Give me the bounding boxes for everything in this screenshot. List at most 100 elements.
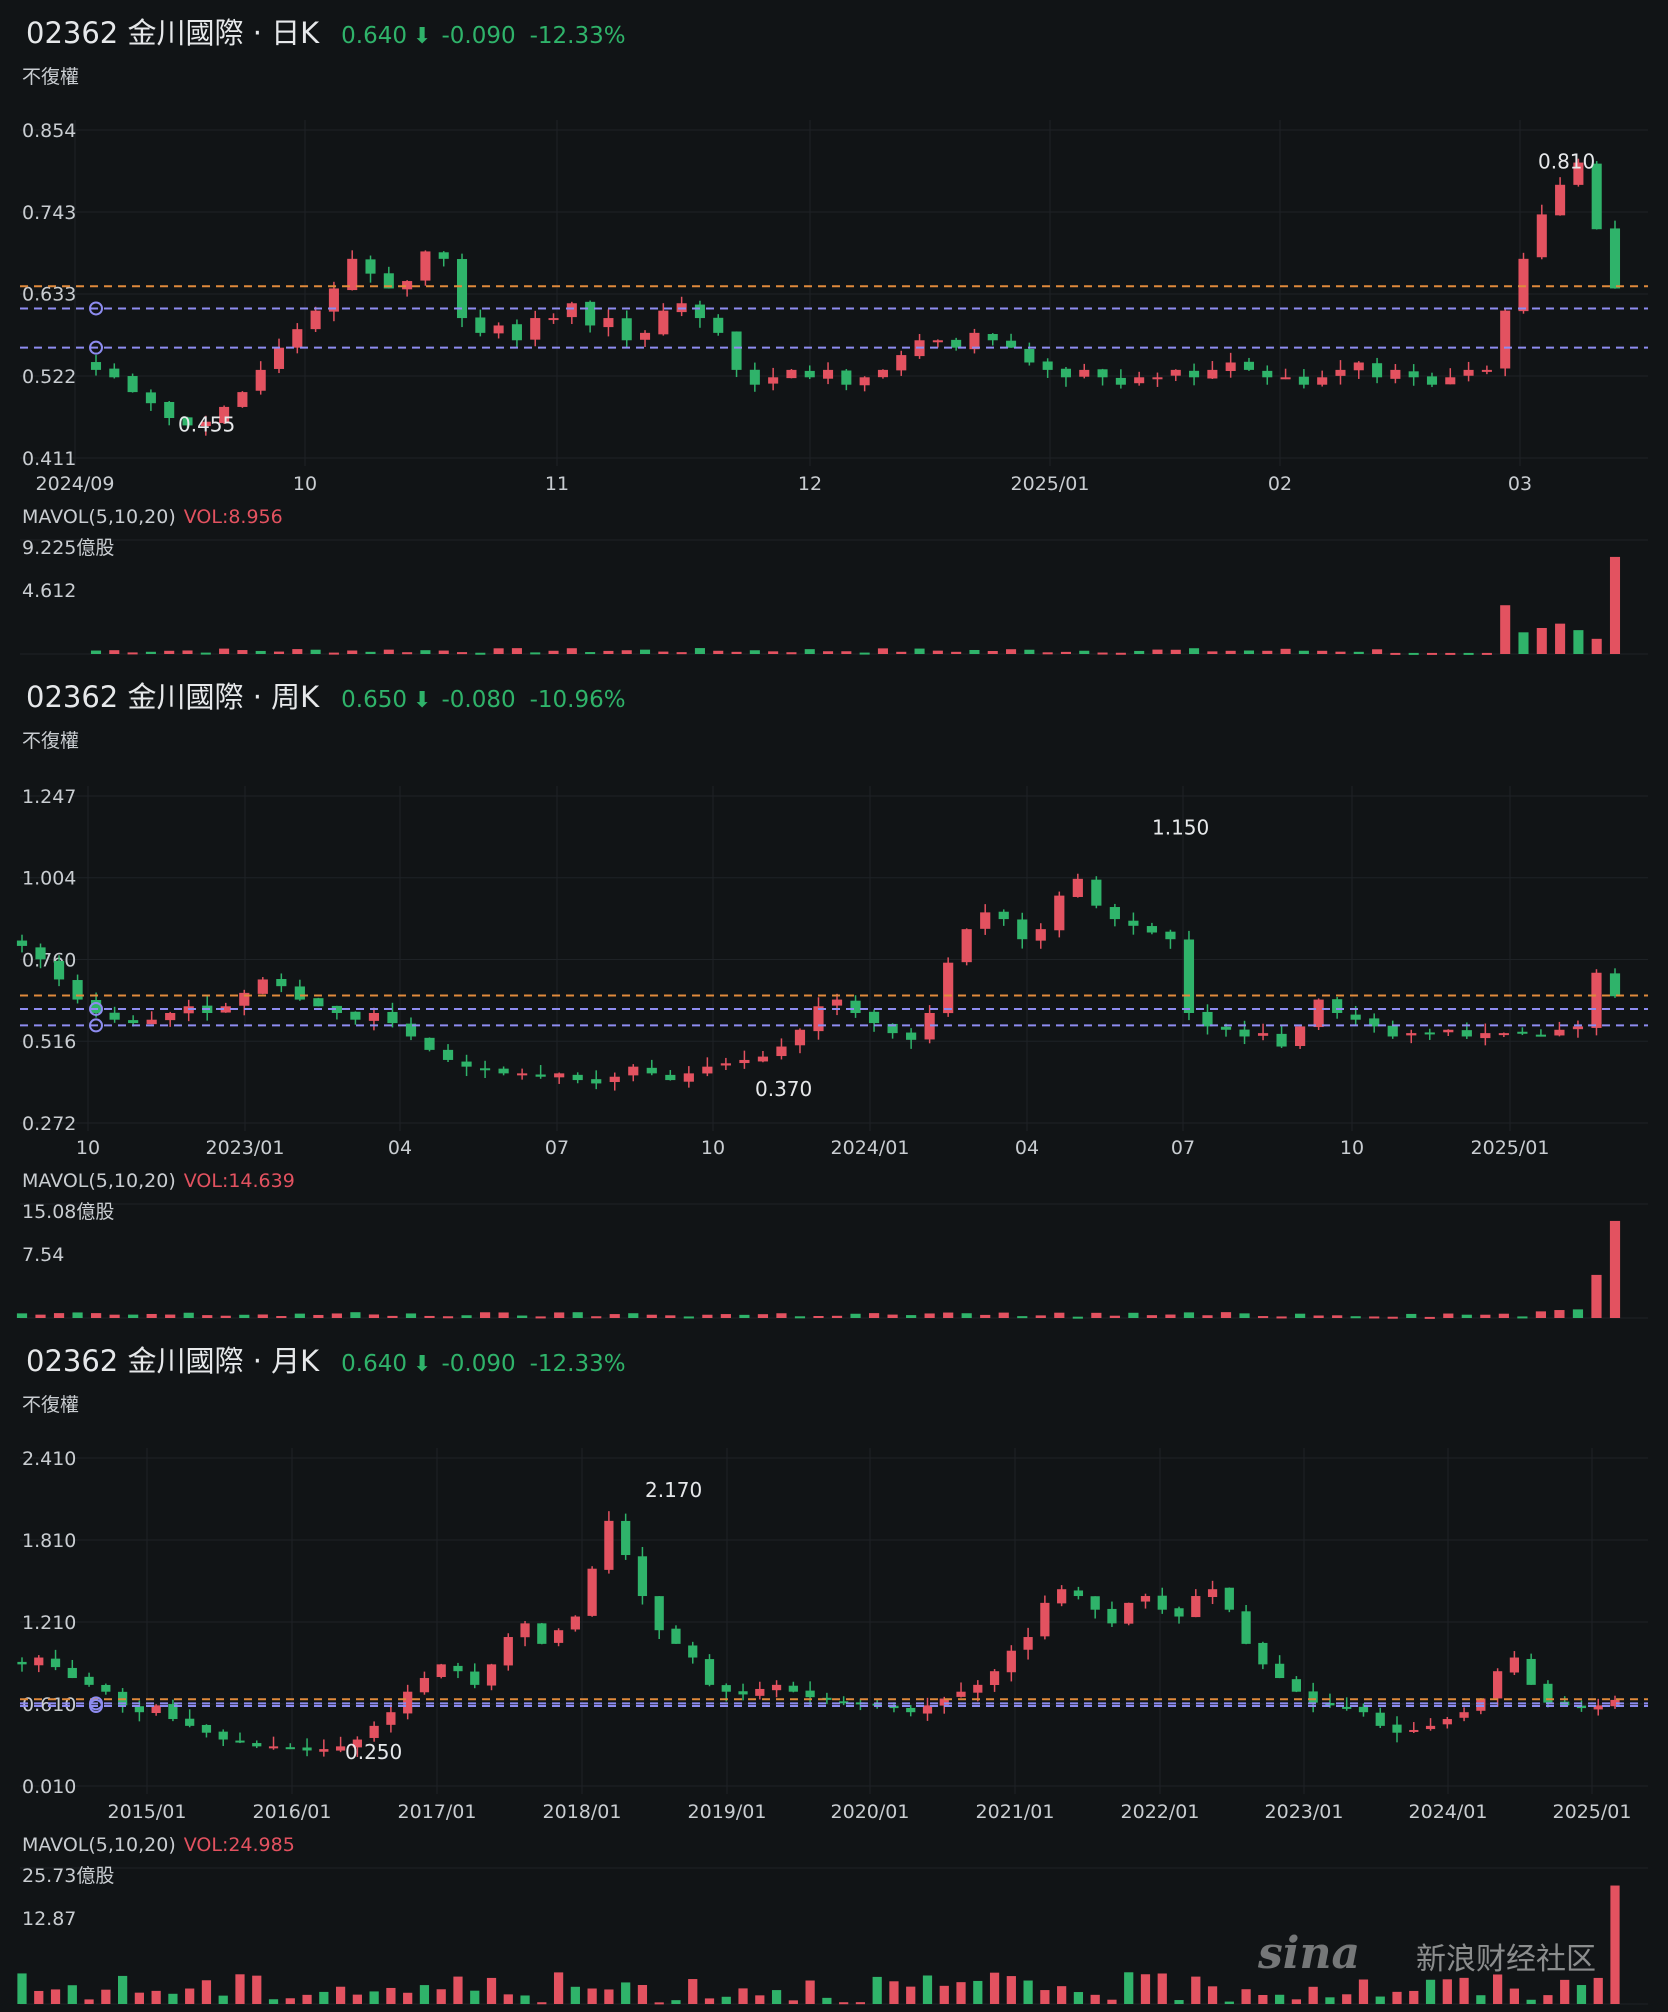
volume-bar	[932, 650, 943, 654]
chart-title: 02362 金川國際 · 周K	[26, 680, 320, 714]
candle-body	[219, 406, 230, 424]
volume-bar	[1317, 650, 1328, 654]
volume-bar	[219, 648, 230, 654]
candle-body	[436, 1664, 446, 1677]
down-arrow-icon: ⬇	[413, 688, 432, 713]
candle-body	[1443, 1029, 1454, 1033]
candle-body	[702, 1066, 713, 1074]
volume-bar	[419, 1985, 430, 2004]
adjust-mode-label[interactable]: 不復權	[22, 730, 80, 752]
candle-body	[145, 392, 156, 404]
volume-bar	[182, 650, 193, 654]
candle-body	[1555, 184, 1566, 216]
volume-bar	[1572, 1309, 1584, 1318]
candle-body	[924, 1012, 935, 1040]
volume-bar	[352, 1994, 362, 2004]
candle-body	[738, 1691, 748, 1695]
volume-bar	[1425, 1979, 1436, 2004]
volume-indicator-label[interactable]: MAVOL(5,10,20) VOL:14.639	[22, 1170, 295, 1192]
volume-bar	[980, 1314, 991, 1318]
volume-bar	[1350, 1316, 1361, 1319]
monthly-chart[interactable]: 2.410 1.810 1.210 0.610 0.010 2015/01 2016/01 2…	[0, 1328, 1668, 2012]
candle-body	[1610, 1699, 1620, 1707]
volume-bar	[517, 1315, 528, 1318]
volume-bar	[1543, 1995, 1553, 2004]
reference-marker-icon	[89, 301, 103, 316]
volume-bar	[403, 1992, 413, 2004]
candle-body	[235, 1740, 245, 1743]
volume-bar	[604, 1989, 614, 2004]
volume-bar	[1387, 1316, 1398, 1319]
candle-body	[1481, 369, 1492, 372]
candle-body	[276, 979, 287, 987]
volume-bar	[872, 1976, 882, 2004]
volume-bar	[1165, 1314, 1176, 1318]
candle-body	[387, 1011, 398, 1024]
volume-bar	[1576, 1985, 1587, 2004]
volume-bar	[1517, 1316, 1528, 1319]
candle-body	[1183, 939, 1195, 1013]
volume-bar	[987, 650, 998, 654]
candle-body	[1017, 919, 1028, 940]
volume-bar	[1591, 1274, 1602, 1318]
candle-body	[182, 417, 193, 426]
candle-body	[603, 318, 614, 328]
candle-body	[386, 1712, 396, 1725]
volume-bar	[704, 1998, 715, 2004]
volume-indicator-label[interactable]: MAVOL(5,10,20) VOL:8.956	[22, 506, 283, 528]
candle-body	[1358, 1706, 1369, 1713]
volume-bar	[252, 1975, 262, 2004]
candle-body	[1390, 369, 1401, 379]
candle-body	[1040, 1602, 1050, 1637]
x-tick-label: 2025/01	[1011, 473, 1090, 495]
candle-body	[1463, 369, 1474, 376]
volume-bar	[183, 1312, 194, 1318]
adjust-mode-label[interactable]: 不復權	[22, 1394, 80, 1416]
daily-chart[interactable]: 0.854 0.743 0.633 0.522 0.411 2024/09 10 11 12 20…	[0, 0, 1668, 662]
candle-body	[1353, 362, 1364, 371]
max-price-annotation: 0.810	[1538, 150, 1595, 174]
volume-bar	[1202, 1315, 1213, 1318]
candle-body	[1191, 1596, 1201, 1618]
candle-body	[319, 1749, 329, 1752]
volume-bar	[235, 1974, 245, 2004]
volume-bar	[165, 1314, 176, 1318]
volume-bar	[438, 650, 449, 654]
volume-bar	[368, 1314, 380, 1318]
volume-bar	[951, 651, 962, 654]
volume-bar	[72, 1312, 83, 1318]
sina-logo: sina	[1258, 1928, 1360, 1979]
candle-body	[302, 1747, 312, 1751]
adjust-mode-label[interactable]: 不復權	[22, 66, 80, 88]
volume-bar	[676, 652, 687, 655]
volume-indicator-label[interactable]: MAVOL(5,10,20) VOL:24.985	[22, 1834, 295, 1856]
price-change-pct: -12.33%	[529, 23, 626, 49]
candle-body	[704, 1659, 715, 1685]
volume-bar	[335, 1986, 346, 2004]
volume-bar	[621, 650, 632, 654]
volume-bar	[294, 1313, 305, 1318]
candle-body	[1097, 369, 1108, 378]
max-price-annotation: 2.170	[645, 1478, 702, 1502]
candle-body	[1573, 162, 1584, 185]
x-tick-label: 2018/01	[543, 1801, 622, 1823]
candle-body	[168, 1704, 178, 1720]
volume-bar	[347, 650, 358, 654]
candle-body	[503, 1637, 513, 1666]
volume-bar	[788, 2000, 798, 2004]
candle-body	[786, 369, 797, 379]
volume-bar	[1239, 1313, 1250, 1318]
volume-bar	[755, 1995, 765, 2004]
volume-bar	[453, 1976, 463, 2004]
y-tick-label: 1.247	[22, 786, 76, 808]
candle-body	[839, 1701, 849, 1704]
volume-bar	[1224, 2001, 1234, 2004]
candle-body	[127, 376, 138, 393]
candle-body	[252, 1743, 262, 1747]
candle-body	[151, 1705, 161, 1714]
x-tick-label: 2025/01	[1471, 1137, 1550, 1159]
price-change: -0.080	[441, 687, 516, 713]
volume-bar	[822, 1997, 832, 2004]
volume-bar	[914, 648, 925, 654]
